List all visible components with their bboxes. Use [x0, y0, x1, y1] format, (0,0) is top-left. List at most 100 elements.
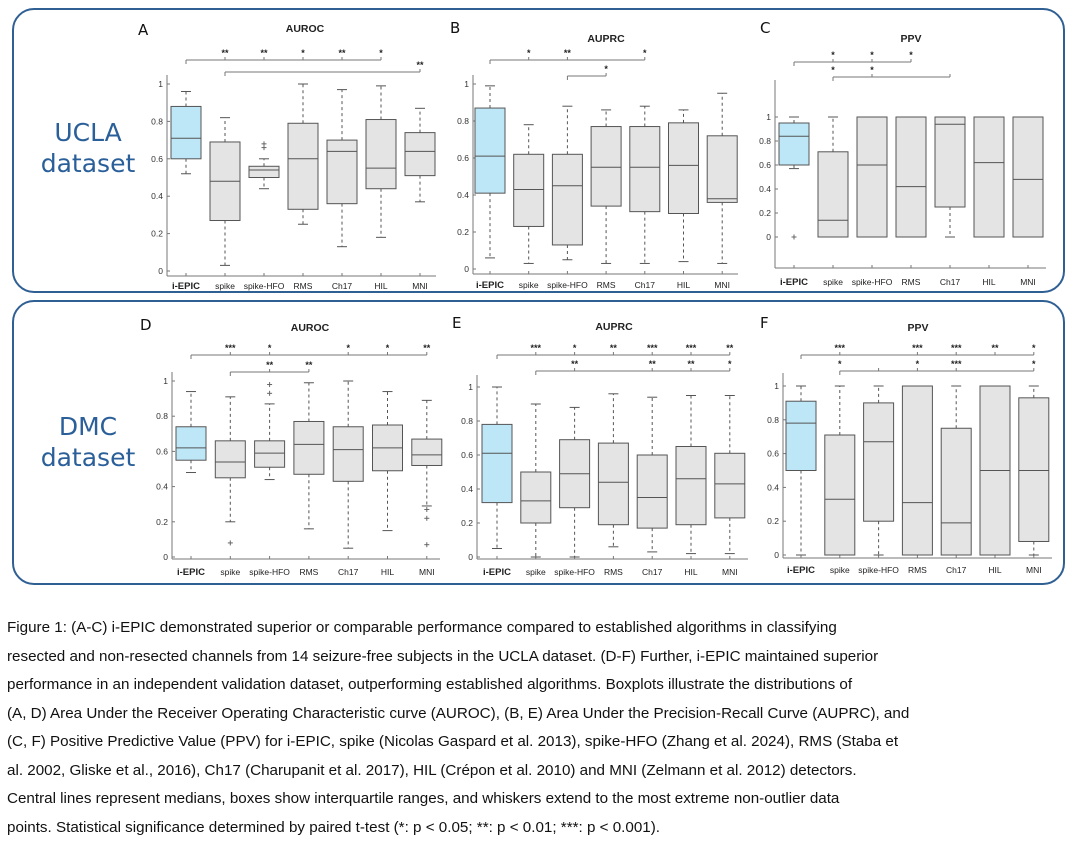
- y-tick-label: 0.4: [457, 190, 469, 200]
- box-mni: [404, 132, 436, 177]
- significance-stars: ***: [912, 343, 923, 353]
- dmc-dataset-label: DMC dataset: [28, 411, 148, 473]
- x-tick-label: RMS: [902, 277, 921, 287]
- significance-stars: **: [338, 48, 346, 58]
- significance-stars: *: [838, 359, 842, 369]
- y-tick-label: 0: [158, 266, 163, 276]
- box-rms: [895, 116, 927, 238]
- x-tick-label: MNI: [1026, 565, 1042, 575]
- x-tick-label: Ch17: [635, 280, 656, 290]
- ucla-dataset-label: UCLA dataset: [28, 117, 148, 179]
- panel-letter: C: [760, 19, 770, 37]
- box-mni: [706, 135, 738, 203]
- x-tick-label: HIL: [381, 567, 395, 577]
- x-tick-label: HIL: [982, 277, 996, 287]
- y-tick-label: 0: [163, 552, 168, 562]
- figure-caption: Figure 1: (A-C) i-EPIC demonstrated supe…: [7, 614, 1065, 842]
- significance-stars: **: [571, 359, 579, 369]
- x-tick-label: spike: [519, 280, 539, 290]
- caption-line: (A, D) Area Under the Receiver Operating…: [7, 704, 910, 722]
- y-tick-label: 0: [774, 550, 779, 560]
- x-tick-label: MNI: [722, 567, 738, 577]
- box-i-epic: [474, 107, 506, 194]
- significance-stars: ***: [835, 343, 846, 353]
- panel-b: B AUPRC 0 0.2 0.4 0.6 0.8 1 i-EPIC spike spike-HFO…: [450, 19, 738, 291]
- y-tick-label: 0.6: [461, 450, 473, 460]
- x-tick-label: spike-HFO: [554, 567, 595, 577]
- panel-d: D AUROC 0 0.2 0.4 0.6 0.8 1 i-EPIC spike spike-HFO…: [140, 316, 443, 578]
- x-tick-label: spike: [830, 565, 850, 575]
- panel-e: E AUPRC 0 0.2 0.4 0.6 0.8 1 i-EPIC spike spike-HFO…: [452, 314, 748, 578]
- caption-line: al. 2002, Gliske et al., 2016), Ch17 (Ch…: [7, 761, 857, 779]
- panel-a: A AUROC 0 0.2 0.4 0.6 0.8 1 i-EPIC spike spike-HFO…: [138, 21, 436, 292]
- x-tick-label: MNI: [412, 281, 428, 291]
- significance-stars: **: [221, 48, 229, 58]
- x-tick-label: Ch17: [940, 277, 961, 287]
- significance-stars: **: [416, 60, 424, 70]
- x-tick-label: i-EPIC: [483, 567, 511, 578]
- x-tick-label: HIL: [374, 281, 388, 291]
- significance-stars: ***: [951, 359, 962, 369]
- significance-stars: **: [564, 48, 572, 58]
- x-tick-label: RMS: [294, 281, 313, 291]
- y-tick-label: 0: [464, 264, 469, 274]
- significance-stars: **: [610, 343, 618, 353]
- x-tick-label: HIL: [988, 565, 1002, 575]
- box-mni: [1012, 116, 1044, 238]
- x-tick-label: RMS: [299, 567, 318, 577]
- panel-c: C PPV 0 0.2 0.4 0.6 0.8 1 i-EPIC spike spike-HFO RM…: [759, 19, 1046, 288]
- significance-stars: *: [909, 50, 913, 60]
- significance-stars: *: [573, 343, 577, 353]
- box-hil: [973, 116, 1005, 238]
- x-tick-label: Ch17: [642, 567, 663, 577]
- box-hil: [365, 119, 397, 190]
- box-spike-hfo: [856, 116, 888, 238]
- y-tick-label: 0.2: [767, 516, 779, 526]
- y-tick-label: 0.2: [759, 208, 771, 218]
- significance-stars: *: [346, 343, 350, 353]
- panel-letter: A: [138, 21, 149, 39]
- y-tick-label: 1: [163, 376, 168, 386]
- box-mni: [411, 438, 443, 466]
- ucla-label-line-1: UCLA: [54, 118, 122, 147]
- panel-letter: E: [452, 314, 461, 332]
- significance-stars: *: [870, 65, 874, 75]
- caption-line: points. Statistical significance determi…: [7, 818, 661, 836]
- x-tick-label: spike: [220, 567, 240, 577]
- y-tick-label: 1: [158, 79, 163, 89]
- box-rms: [287, 122, 319, 210]
- chart-title: PPV: [907, 322, 928, 334]
- significance-stars: *: [643, 48, 647, 58]
- significance-stars: **: [687, 359, 695, 369]
- y-tick-label: 0.4: [759, 184, 771, 194]
- y-tick-label: 0.8: [457, 116, 469, 126]
- box-spike: [513, 153, 545, 227]
- chart-title: AUROC: [291, 322, 330, 334]
- ucla-panel-frame: [12, 8, 1065, 293]
- significance-stars: ***: [686, 343, 697, 353]
- box-spike-hfo: [248, 165, 280, 178]
- x-tick-label: spike-HFO: [249, 567, 290, 577]
- x-tick-label: spike-HFO: [858, 565, 899, 575]
- x-tick-label: i-EPIC: [172, 281, 200, 292]
- box-mni: [1018, 397, 1050, 542]
- chart-title: AUPRC: [595, 321, 633, 333]
- x-tick-label: RMS: [908, 565, 927, 575]
- significance-stars: **: [305, 360, 313, 370]
- y-tick-label: 1: [766, 112, 771, 122]
- y-tick-label: 0.4: [151, 191, 163, 201]
- y-tick-label: 0.8: [156, 411, 168, 421]
- panel-letter: F: [760, 314, 769, 332]
- x-tick-label: i-EPIC: [787, 565, 815, 576]
- significance-stars: **: [991, 343, 999, 353]
- y-tick-label: 0: [766, 232, 771, 242]
- significance-stars: *: [831, 50, 835, 60]
- significance-stars: *: [379, 48, 383, 58]
- significance-stars: *: [916, 359, 920, 369]
- x-tick-label: HIL: [684, 567, 698, 577]
- caption-line: (C, F) Positive Predictive Value (PPV) f…: [7, 733, 899, 750]
- chart-title: PPV: [900, 33, 921, 45]
- significance-stars: *: [831, 65, 835, 75]
- box-ch17: [629, 126, 661, 213]
- y-tick-label: 0.2: [457, 227, 469, 237]
